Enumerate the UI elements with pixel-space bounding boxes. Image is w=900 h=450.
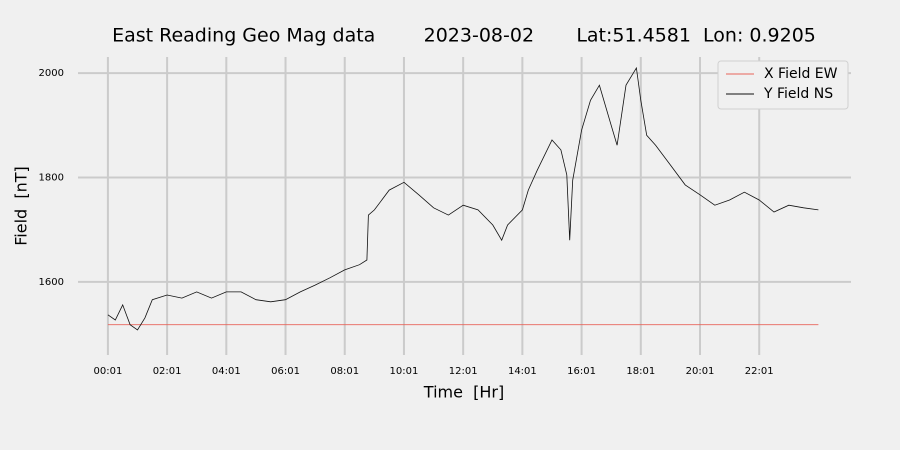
x-tick-label: 06:01 <box>271 366 300 377</box>
y-axis-label: Field [nT] <box>12 166 31 246</box>
x-tick-label: 20:01 <box>686 366 715 377</box>
x-tick-label: 14:01 <box>508 366 537 377</box>
y-tick-label: 1800 <box>39 173 64 184</box>
y-tick-label: 2000 <box>39 68 64 79</box>
x-tick-label: 04:01 <box>212 366 241 377</box>
x-tick-label: 08:01 <box>330 366 359 377</box>
legend-label: Y Field NS <box>763 86 833 102</box>
legend-label: X Field EW <box>764 66 838 82</box>
x-tick-label: 00:01 <box>93 366 122 377</box>
chart-title: East Reading Geo Mag data 2023-08-02 Lat… <box>112 25 816 47</box>
x-tick-label: 16:01 <box>567 366 596 377</box>
x-axis-label: Time [Hr] <box>423 383 504 402</box>
x-tick-label: 18:01 <box>626 366 655 377</box>
legend-box <box>717 60 849 110</box>
x-tick-label: 22:01 <box>745 366 774 377</box>
x-tick-label: 02:01 <box>153 366 182 377</box>
data-line <box>107 66 819 331</box>
y-tick-label: 1600 <box>39 277 64 288</box>
x-tick-label: 10:01 <box>390 366 419 377</box>
x-tick-label: 12:01 <box>449 366 478 377</box>
